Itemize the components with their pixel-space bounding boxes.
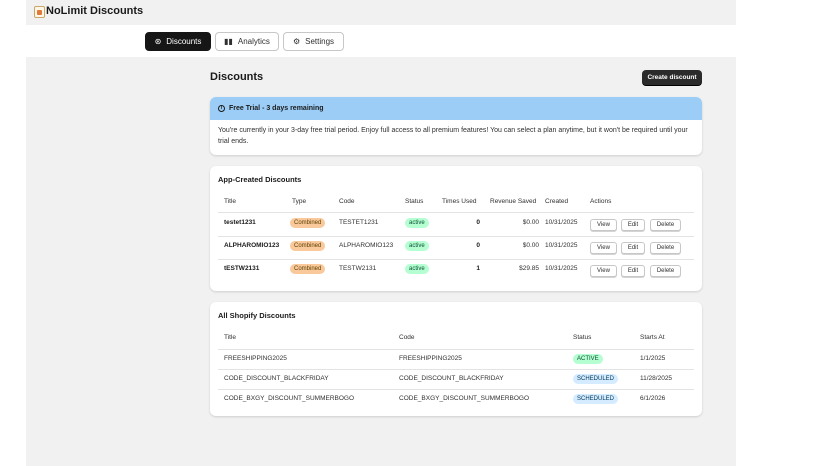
col-header-title: Title [224, 334, 237, 341]
chart-icon: ▮▮ [224, 36, 233, 46]
app-header: NoLimit Discounts [26, 0, 736, 25]
trial-card: i Free Trial - 3 days remaining You're c… [210, 97, 702, 155]
divider [218, 389, 694, 390]
row-code: FREESHIPPING2025 [399, 355, 462, 362]
divider [218, 369, 694, 370]
col-header-type: Type [292, 198, 307, 205]
col-header-times-used: Times Used [442, 198, 477, 205]
row-title: FREESHIPPING2025 [224, 355, 287, 362]
app-discounts-title: App-Created Discounts [218, 175, 302, 184]
col-header-actions: Actions [590, 198, 612, 205]
row-title: testet1231 [224, 219, 256, 226]
row-starts-at: 1/1/2025 [640, 355, 666, 362]
view-button[interactable]: View [590, 265, 617, 277]
shopify-discounts-card: All Shopify Discounts Title Code Status … [210, 302, 702, 416]
col-header-status: Status [573, 334, 592, 341]
col-header-code: Code [399, 334, 415, 341]
col-header-starts-at: Starts At [640, 334, 665, 341]
tab-discounts-label: Discounts [166, 37, 202, 46]
view-button[interactable]: View [590, 219, 617, 231]
delete-button[interactable]: Delete [650, 219, 681, 231]
row-times-used: 1 [476, 265, 480, 272]
type-badge: Combined [290, 241, 326, 251]
gear-icon: ⚙ [292, 36, 301, 46]
row-code: TESTW2131 [339, 265, 377, 272]
edit-button[interactable]: Edit [621, 219, 645, 231]
edit-button[interactable]: Edit [621, 265, 645, 277]
divider [218, 236, 694, 237]
col-header-status: Status [405, 198, 424, 205]
status-badge: SCHEDULED [573, 374, 619, 384]
row-code: ALPHAROMIO123 [339, 242, 394, 249]
delete-button[interactable]: Delete [650, 242, 681, 254]
row-title: tESTW2131 [224, 265, 260, 272]
info-icon: i [218, 105, 225, 112]
col-header-created: Created [545, 198, 569, 205]
row-created: 10/31/2025 [545, 242, 578, 249]
row-code: TESTET1231 [339, 219, 379, 226]
row-starts-at: 6/1/2026 [640, 395, 666, 402]
divider [218, 259, 694, 260]
row-title: ALPHAROMIO123 [224, 242, 280, 249]
row-created: 10/31/2025 [545, 265, 578, 272]
app-logo-icon [34, 6, 45, 18]
trial-description: You're currently in your 3-day free tria… [218, 127, 688, 145]
type-badge: Combined [290, 264, 326, 274]
trial-banner-text: Free Trial - 3 days remaining [229, 105, 324, 112]
discount-icon: ⊛ [154, 36, 162, 46]
type-badge: Combined [290, 218, 326, 228]
row-starts-at: 11/28/2025 [640, 375, 673, 382]
tab-settings[interactable]: ⚙ Settings [283, 32, 344, 51]
nav-bar: ⊛ Discounts ▮▮ Analytics ⚙ Settings [26, 25, 736, 57]
delete-button[interactable]: Delete [650, 265, 681, 277]
divider [218, 349, 694, 350]
status-badge: active [405, 264, 429, 274]
trial-banner: i Free Trial - 3 days remaining [210, 97, 702, 120]
tab-analytics-label: Analytics [237, 37, 270, 46]
row-title: CODE_DISCOUNT_BLACKFRIDAY [224, 375, 329, 382]
tab-analytics[interactable]: ▮▮ Analytics [215, 32, 279, 51]
row-code: CODE_BXGY_DISCOUNT_SUMMERBOGO [399, 395, 530, 402]
row-times-used: 0 [476, 242, 480, 249]
col-header-title: Title [224, 198, 237, 205]
row-revenue: $29.85 [519, 265, 539, 272]
col-header-code: Code [339, 198, 355, 205]
divider [218, 212, 694, 213]
tab-settings-label: Settings [305, 37, 335, 46]
view-button[interactable]: View [590, 242, 617, 254]
app-discounts-card: App-Created Discounts Title Type Code St… [210, 166, 702, 291]
status-badge: active [405, 218, 429, 228]
row-times-used: 0 [476, 219, 480, 226]
row-code: CODE_DISCOUNT_BLACKFRIDAY [399, 375, 504, 382]
app-title: NoLimit Discounts [46, 5, 144, 17]
col-header-revenue: Revenue Saved [490, 198, 537, 205]
edit-button[interactable]: Edit [621, 242, 645, 254]
page-title: Discounts [210, 71, 264, 83]
status-badge: active [405, 241, 429, 251]
status-badge: SCHEDULED [573, 394, 619, 404]
shopify-discounts-title: All Shopify Discounts [218, 311, 296, 320]
status-badge: ACTIVE [573, 354, 603, 364]
row-revenue: $0.00 [522, 242, 539, 249]
row-title: CODE_BXGY_DISCOUNT_SUMMERBOGO [224, 395, 355, 402]
create-discount-button[interactable]: Create discount [642, 70, 702, 85]
row-revenue: $0.00 [522, 219, 539, 226]
row-created: 10/31/2025 [545, 219, 578, 226]
tab-discounts[interactable]: ⊛ Discounts [145, 32, 211, 51]
